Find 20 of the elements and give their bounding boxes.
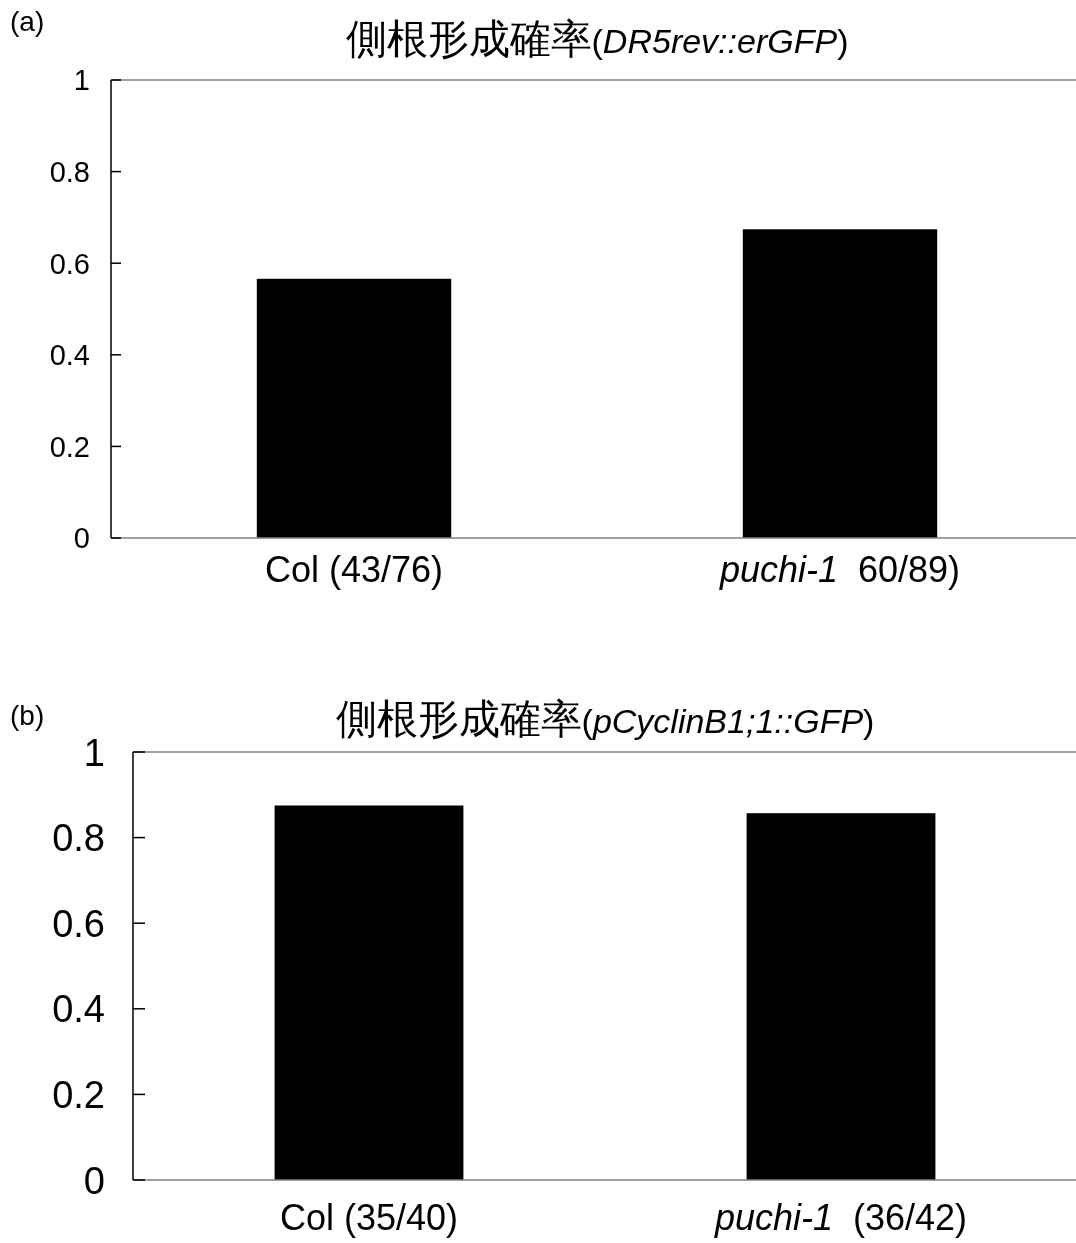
x-tick-label: puchi-1 60/89) bbox=[718, 549, 961, 590]
y-tick-label: 0 bbox=[73, 522, 90, 555]
y-tick-label: 0.2 bbox=[52, 1074, 105, 1117]
y-tick-label: 0 bbox=[83, 1159, 105, 1202]
y-tick-label: 0.6 bbox=[52, 902, 105, 945]
y-tick-label: 0.6 bbox=[49, 247, 90, 280]
y-tick-label: 1 bbox=[83, 731, 105, 774]
y-tick-label: 0.4 bbox=[52, 988, 105, 1031]
y-tick-label: 0.2 bbox=[49, 430, 90, 463]
x-tick-label: Col (43/76) bbox=[264, 549, 444, 590]
text: (b) bbox=[10, 700, 45, 731]
chart-title: 側根形成確率(DR5rev::erGFP) bbox=[345, 16, 849, 62]
y-tick-label: 0.8 bbox=[52, 817, 105, 860]
text: (a) bbox=[10, 6, 45, 37]
y-tick-label: 0.8 bbox=[49, 156, 90, 189]
y-tick-label: 1 bbox=[73, 64, 90, 97]
chart-title: 側根形成確率(pCyclinB1;1::GFP) bbox=[335, 696, 875, 742]
x-tick-label: Col (35/40) bbox=[279, 1197, 459, 1238]
x-tick-label: puchi-1 (36/42) bbox=[713, 1197, 968, 1238]
y-tick-label: 0.4 bbox=[49, 339, 90, 372]
